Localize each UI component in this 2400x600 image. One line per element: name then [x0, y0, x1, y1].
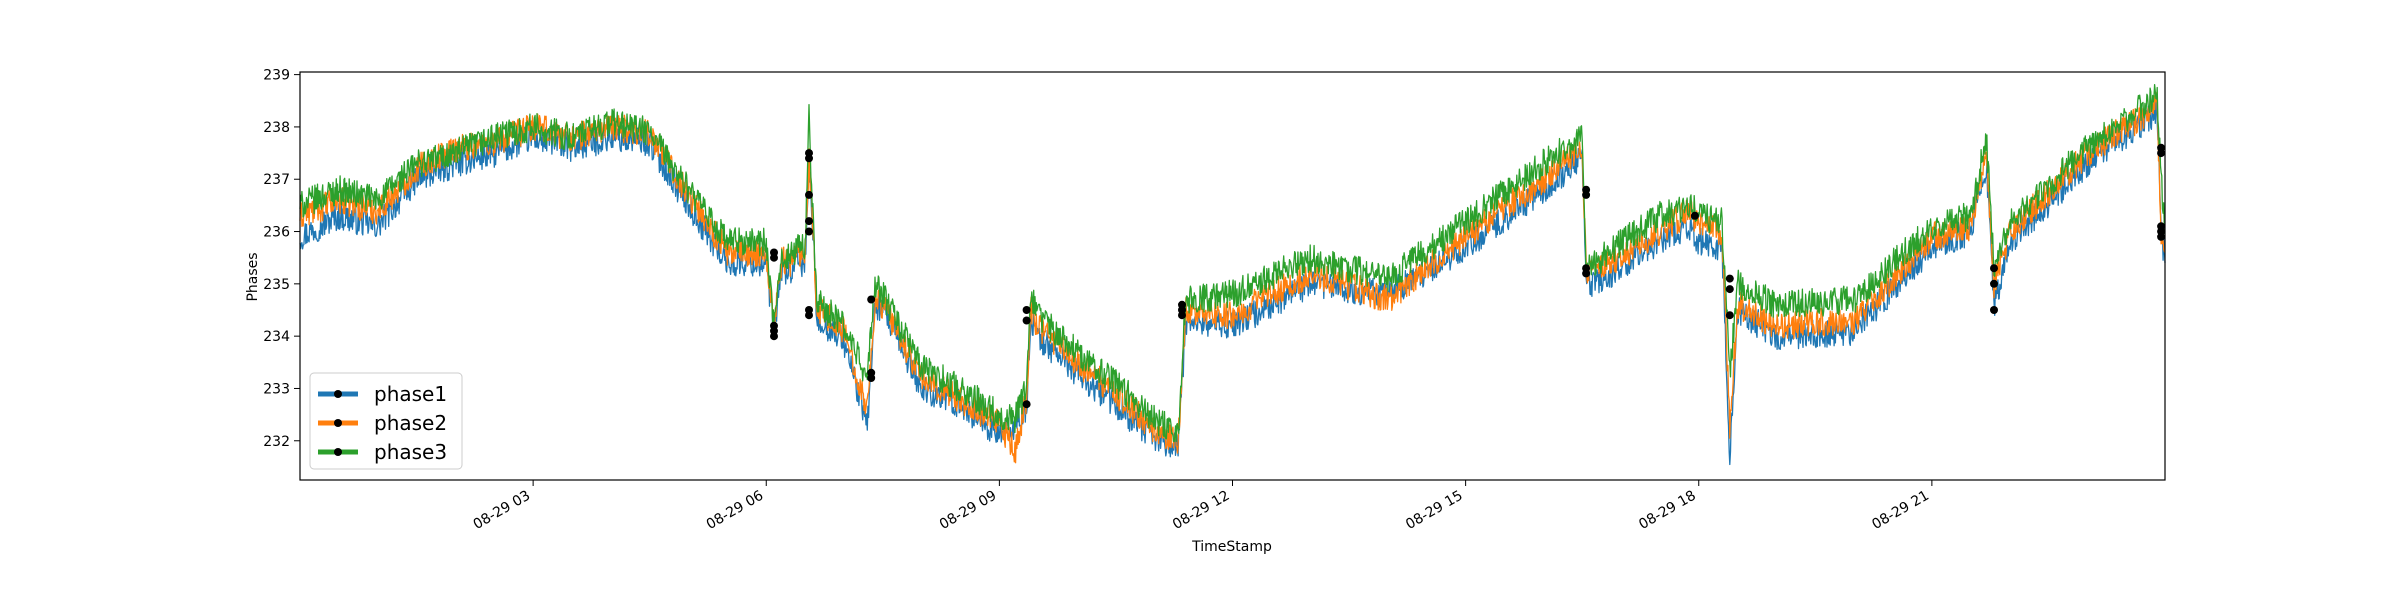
- legend: phase1 phase2 phase3: [309, 372, 463, 470]
- legend-label-phase1: phase1: [374, 382, 447, 406]
- y-tick-label: 239: [263, 68, 290, 84]
- event-marker: [1725, 311, 1734, 320]
- event-marker: [805, 190, 813, 199]
- x-axis-label: TimeStamp: [1191, 539, 1272, 555]
- y-tick-label: 236: [263, 225, 290, 241]
- legend-marker-dot: [334, 448, 342, 456]
- event-marker: [1022, 306, 1031, 314]
- event-marker: [805, 227, 813, 236]
- event-marker: [1990, 264, 1998, 273]
- event-marker: [1725, 285, 1734, 294]
- y-tick-label: 234: [263, 329, 290, 345]
- series-line-phase2: [299, 92, 2166, 464]
- event-marker: [1725, 274, 1734, 283]
- series-layer: [299, 83, 2166, 466]
- event-marker: [1582, 269, 1591, 278]
- event-marker: [1582, 190, 1591, 199]
- legend-marker-dot: [334, 390, 342, 398]
- y-axis-label: Phases: [245, 252, 261, 301]
- event-marker: [1178, 311, 1186, 320]
- event-marker: [867, 295, 876, 304]
- event-marker-layer: [770, 143, 2166, 409]
- legend-label-phase2: phase2: [374, 411, 447, 435]
- y-tick-label: 232: [263, 434, 290, 450]
- series-line-phase3: [299, 83, 2166, 443]
- event-marker: [770, 248, 778, 257]
- event-marker: [1990, 306, 1998, 314]
- event-marker: [1990, 279, 1998, 288]
- event-marker: [805, 154, 813, 163]
- event-marker: [1022, 400, 1031, 409]
- y-tick-label: 237: [263, 172, 290, 188]
- y-tick-label: 235: [263, 277, 290, 293]
- event-marker: [770, 326, 778, 335]
- event-marker: [805, 217, 813, 226]
- event-marker: [1022, 316, 1031, 325]
- legend-box: [309, 372, 463, 470]
- series-line-phase1: [299, 99, 2166, 466]
- event-marker: [2157, 149, 2166, 158]
- event-marker: [867, 374, 876, 382]
- y-axis-ticks: 232 233 234 235 236 237 238 239: [263, 68, 300, 450]
- event-marker: [2157, 232, 2166, 241]
- y-tick-label: 238: [263, 120, 290, 136]
- legend-label-phase3: phase3: [374, 440, 447, 464]
- y-tick-label: 233: [263, 381, 290, 397]
- legend-marker-dot: [334, 419, 342, 427]
- event-marker: [1690, 211, 1699, 220]
- event-marker: [805, 311, 813, 320]
